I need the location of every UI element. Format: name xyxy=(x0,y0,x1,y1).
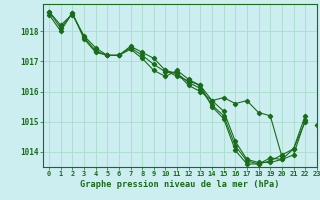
X-axis label: Graphe pression niveau de la mer (hPa): Graphe pression niveau de la mer (hPa) xyxy=(80,180,280,189)
